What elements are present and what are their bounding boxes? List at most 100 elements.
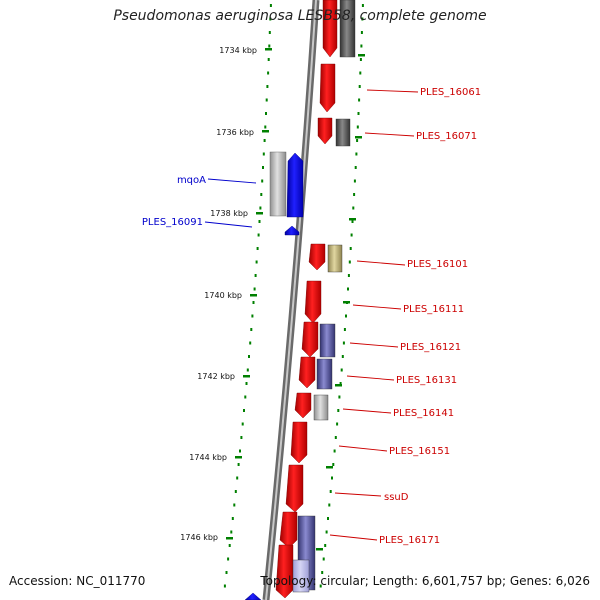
gene-forward-12[interactable] — [275, 544, 294, 599]
gene-forward-2[interactable] — [319, 63, 336, 113]
gene-label-ples16171[interactable]: PLES_16171 — [379, 535, 440, 546]
feature-gray-mqoa[interactable] — [269, 151, 287, 217]
ruler-dot — [260, 193, 263, 196]
ruler-dot — [361, 4, 364, 7]
ruler-dot — [339, 382, 342, 385]
ruler-dot — [357, 112, 360, 115]
ruler-dot — [345, 314, 347, 318]
ruler-dot — [333, 449, 336, 453]
gene-forward-8[interactable] — [294, 392, 312, 419]
ruler-dot — [268, 44, 271, 48]
ruler-dot — [353, 179, 356, 183]
kbp-label-1734: 1734 kbp — [219, 46, 257, 55]
leader-ples16091 — [204, 221, 253, 228]
feature-dark-1[interactable] — [339, 0, 356, 58]
gene-forward-11[interactable] — [279, 511, 298, 549]
genome-backbone-highlight — [265, 0, 317, 600]
gene-label-ples16091[interactable]: PLES_16091 — [142, 217, 203, 228]
ruler-dots-right — [319, 4, 364, 588]
ruler-dot — [356, 125, 359, 129]
ruler-dot — [359, 71, 362, 75]
gene-label-mqoa[interactable]: mqoA — [177, 175, 206, 186]
ruler-dot — [264, 125, 267, 129]
ruler-dot — [261, 179, 264, 183]
leader-ples16111 — [352, 304, 402, 310]
gene-label-ples16061[interactable]: PLES_16061 — [420, 87, 481, 98]
ruler-dot — [338, 395, 341, 399]
ruler-dot — [240, 436, 243, 439]
label-leaders — [204, 89, 419, 541]
ruler-dot — [268, 31, 271, 34]
gene-label-ssud[interactable]: ssuD — [384, 492, 409, 503]
ruler-dot — [250, 328, 253, 331]
feature-purple-1[interactable] — [319, 323, 336, 358]
ruler-dot — [254, 274, 257, 277]
gene-forward-5[interactable] — [304, 280, 322, 324]
ruler-dot — [262, 166, 264, 169]
ruler-dot — [262, 152, 265, 156]
feature-gray-1[interactable] — [313, 394, 329, 421]
ruler-dot — [360, 44, 363, 48]
ruler-dot — [359, 58, 362, 61]
gene-label-ples16141[interactable]: PLES_16141 — [393, 408, 454, 419]
ruler-dot — [342, 341, 345, 345]
ruler-dot — [348, 260, 351, 264]
ruler-dot — [347, 287, 349, 291]
ruler-dot — [361, 17, 364, 21]
ruler-dot — [267, 58, 270, 61]
kbp-label-1746: 1746 kbp — [180, 533, 218, 542]
gene-label-ples16131[interactable]: PLES_16131 — [396, 375, 457, 386]
ruler-dot — [327, 517, 329, 520]
tick-right-6 — [326, 466, 333, 469]
gene-label-ples16121[interactable]: PLES_16121 — [400, 342, 461, 353]
tick-right-3 — [349, 218, 356, 221]
gene-label-ples16101[interactable]: PLES_16101 — [407, 259, 468, 270]
ruler-dot — [349, 247, 352, 250]
ruler-dot — [337, 409, 340, 412]
ruler-dot — [269, 4, 272, 7]
ruler-dot — [341, 355, 344, 358]
gene-label-ples16111[interactable]: PLES_16111 — [403, 304, 464, 315]
ruler-dot — [321, 571, 324, 574]
gene-forward-1[interactable] — [322, 0, 338, 58]
ruler-dot — [255, 260, 258, 264]
gene-forward-4[interactable] — [308, 243, 326, 271]
ruler-dot — [223, 584, 226, 588]
ruler-dot — [352, 206, 355, 210]
gene-reverse-bottom[interactable] — [244, 592, 262, 600]
ruler-dot — [356, 139, 359, 142]
ruler-dot — [252, 301, 255, 304]
ruler-dot — [334, 436, 337, 439]
gene-label-ples16151[interactable]: PLES_16151 — [389, 446, 450, 457]
ruler-dot — [248, 355, 250, 358]
ruler-dot — [263, 139, 266, 142]
forward-genes — [275, 0, 338, 599]
ruler-dot — [241, 422, 244, 426]
feature-lavender-1[interactable] — [292, 559, 310, 593]
feature-olive-1[interactable] — [327, 244, 343, 273]
gene-forward-3[interactable] — [317, 117, 333, 145]
gene-forward-7[interactable] — [298, 356, 316, 389]
ruler-dot — [328, 503, 331, 507]
tick-right-4 — [343, 301, 350, 304]
gene-forward-10[interactable] — [285, 464, 304, 513]
ruler-dot — [256, 247, 259, 250]
leader-ples16131 — [346, 375, 395, 381]
feature-dark-2[interactable] — [335, 118, 351, 147]
gene-forward-9[interactable] — [290, 421, 308, 464]
gene-reverse-ples16091[interactable] — [284, 225, 300, 236]
gene-reverse-mqoa[interactable] — [286, 152, 304, 218]
leader-ples16121 — [349, 342, 399, 348]
ruler-dot — [353, 193, 356, 196]
ruler-dot — [331, 476, 333, 480]
map-title: Pseudomonas aeruginosa LESB58, complete … — [113, 8, 487, 24]
ruler-dot — [350, 233, 353, 237]
gene-label-ples16071[interactable]: PLES_16071 — [416, 131, 477, 142]
ruler-dot — [329, 490, 332, 493]
ruler-dot — [265, 98, 268, 102]
gene-forward-6[interactable] — [301, 321, 319, 358]
tick-right-7 — [316, 548, 323, 551]
kbp-label-1744: 1744 kbp — [189, 453, 227, 462]
ruler-dot — [249, 341, 252, 345]
feature-purple-2[interactable] — [316, 358, 333, 390]
